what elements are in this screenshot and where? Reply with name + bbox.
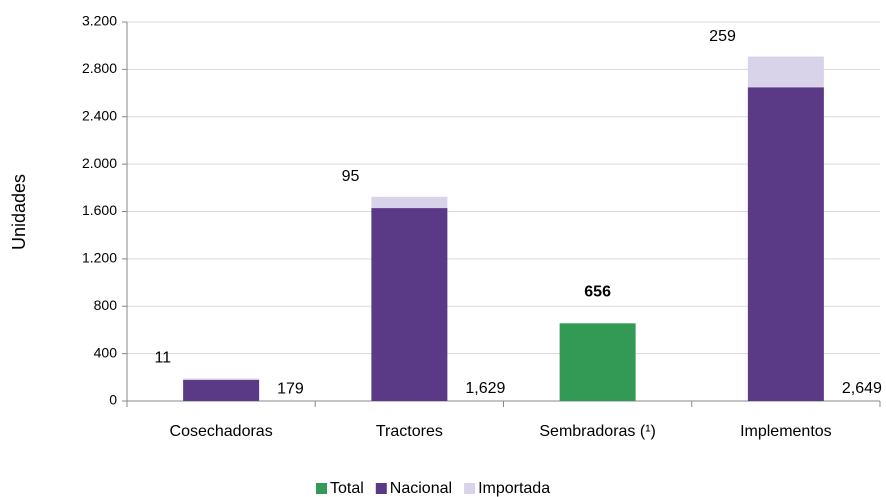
y-tick-label: 2.000 [82, 155, 117, 171]
y-tick-label: 0 [109, 392, 117, 408]
y-tick-label: 3.200 [82, 13, 117, 29]
bar-segment [747, 87, 824, 401]
bar-segment [559, 323, 636, 401]
y-axis-title: Unidades [9, 174, 29, 250]
bar-segment [371, 196, 448, 209]
bar-segment [371, 208, 448, 401]
bar-segment [747, 56, 824, 88]
data-label: 2,649 [842, 380, 882, 397]
legend-label: Importada [478, 480, 550, 497]
x-tick-label: Sembradoras (¹) [539, 423, 655, 440]
legend-label: Nacional [390, 480, 452, 497]
data-label: 95 [342, 168, 360, 185]
y-tick-label: 1.600 [82, 202, 117, 218]
data-label: 11 [155, 350, 172, 367]
legend-label: Total [330, 480, 364, 497]
data-label: 259 [709, 28, 736, 45]
legend-swatch [375, 483, 387, 494]
y-tick-label: 2.400 [82, 107, 117, 123]
bar-segment [183, 378, 260, 380]
y-tick-label: 800 [94, 297, 118, 313]
data-label: 656 [584, 284, 611, 301]
bar-segment [183, 379, 260, 401]
legend-swatch [464, 483, 476, 494]
data-label: 179 [277, 381, 304, 398]
legend-swatch [316, 483, 327, 494]
y-tick-label: 1.200 [82, 250, 117, 266]
y-tick-label: 400 [94, 344, 118, 360]
x-tick-label: Implementos [740, 423, 832, 440]
x-tick-label: Tractores [376, 423, 443, 440]
x-tick-label: Cosechadoras [170, 423, 273, 440]
data-label: 1,629 [465, 380, 505, 397]
y-tick-label: 2.800 [82, 60, 117, 76]
